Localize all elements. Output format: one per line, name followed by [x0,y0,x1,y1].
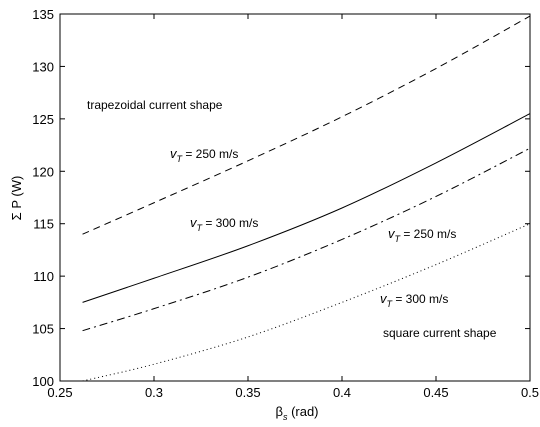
annotation-dashed-250-val: = 250 m/s [182,147,238,161]
annotation-dashed-250-sub: T [177,154,184,164]
y-tick-label: 110 [33,269,54,284]
y-tick-label: 100 [32,374,54,389]
annotation-dashdot-250-v: v [388,226,396,241]
annotation-dashdot-250: vT = 250 m/s [388,226,456,244]
x-axis-label-main: β [275,404,282,419]
annotation-square: square current shape [383,326,497,340]
plot-frame [59,13,531,382]
series-line-dashdot [82,147,531,332]
y-tick-label: 105 [32,322,54,337]
series-line-dashed [82,15,531,235]
y-tick-label: 125 [32,112,54,127]
x-tick-label: 0.4 [333,385,351,400]
annotation-dashdot-250-val: = 250 m/s [400,227,456,241]
x-tick-label: 0.25 [47,385,72,400]
annotation-dotted-300: vT = 300 m/s [380,291,448,309]
x-ticks: 0.25 0.3 0.35 0.4 0.45 0.5 [47,14,539,400]
annotation-dashdot-250-sub: T [395,234,402,244]
series-layer [82,15,531,382]
annotation-solid-300: vT = 300 m/s [190,215,258,233]
annotation-dotted-300-sub: T [387,299,394,309]
y-tick-label: 120 [32,164,54,179]
annotation-solid-300-val: = 300 m/s [202,216,258,230]
plot-area [60,14,530,381]
annotation-dashed-250-v: v [170,146,178,161]
x-axis-label: βs (rad) [275,404,318,422]
x-axis-label-unit: (rad) [287,404,318,419]
annotation-trapezoidal: trapezoidal current shape [87,98,223,112]
x-tick-label: 0.45 [423,385,448,400]
y-tick-label: 130 [32,59,54,74]
x-axis-label-sub: s [283,412,288,422]
annotation-solid-300-sub: T [197,223,204,233]
x-tick-label: 0.35 [235,385,260,400]
annotation-dashed-250: vT = 250 m/s [170,146,238,164]
series-line-solid [82,113,531,303]
y-axis-label: Σ P (W) [9,176,24,221]
x-tick-label: 0.5 [521,385,539,400]
y-tick-label: 135 [32,7,54,22]
annotation-dotted-300-val: = 300 m/s [392,292,448,306]
x-tick-label: 0.3 [145,385,163,400]
y-tick-label: 115 [33,217,54,232]
annotation-dotted-300-v: v [380,291,388,306]
y-ticks: 100 105 110 115 120 125 130 135 [32,7,530,389]
annotation-solid-300-v: v [190,215,198,230]
